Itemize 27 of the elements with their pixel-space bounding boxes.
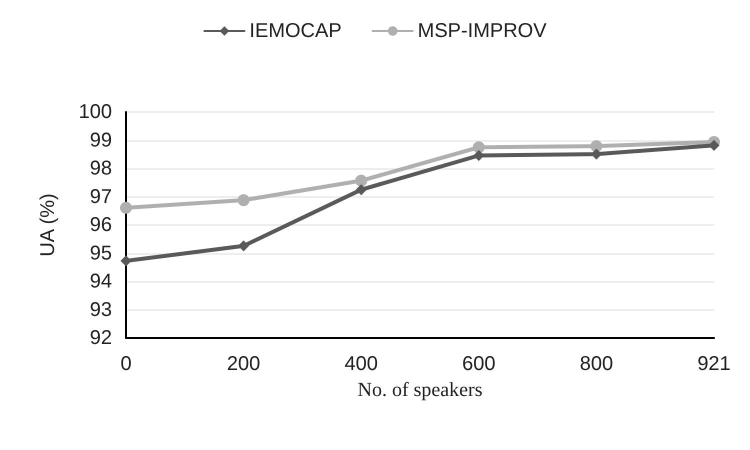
- x-tick-label: 200: [226, 353, 260, 375]
- point: [708, 140, 720, 151]
- point: [356, 184, 367, 196]
- y-tick-label: 95: [90, 242, 112, 264]
- point: [355, 174, 368, 187]
- y-tick-label: 98: [90, 158, 112, 180]
- point: [120, 255, 132, 266]
- x-tick-label: 800: [580, 353, 614, 375]
- y-tick-label: 99: [90, 129, 112, 152]
- y-tick-label: 96: [90, 214, 112, 236]
- point: [472, 141, 485, 154]
- point: [238, 240, 250, 252]
- legend-label: MSP-IMPROV: [418, 20, 548, 42]
- point: [120, 202, 132, 214]
- x-axis-title: No. of speakers: [358, 379, 483, 401]
- x-tick-label: 0: [120, 353, 132, 375]
- y-tick-label: 93: [90, 298, 112, 321]
- y-axis-title: UA (%): [37, 193, 59, 257]
- legend-label: IEMOCAP: [249, 20, 342, 42]
- x-tick-label: 921: [697, 353, 731, 375]
- y-tick-label: 97: [90, 186, 112, 208]
- point: [238, 194, 250, 206]
- y-tick-label: 92: [90, 327, 112, 349]
- x-tick-label: 600: [462, 353, 496, 375]
- x-tick-label: 400: [344, 353, 378, 375]
- y-tick-label: 100: [78, 101, 112, 123]
- y-tick-label: 94: [90, 270, 112, 292]
